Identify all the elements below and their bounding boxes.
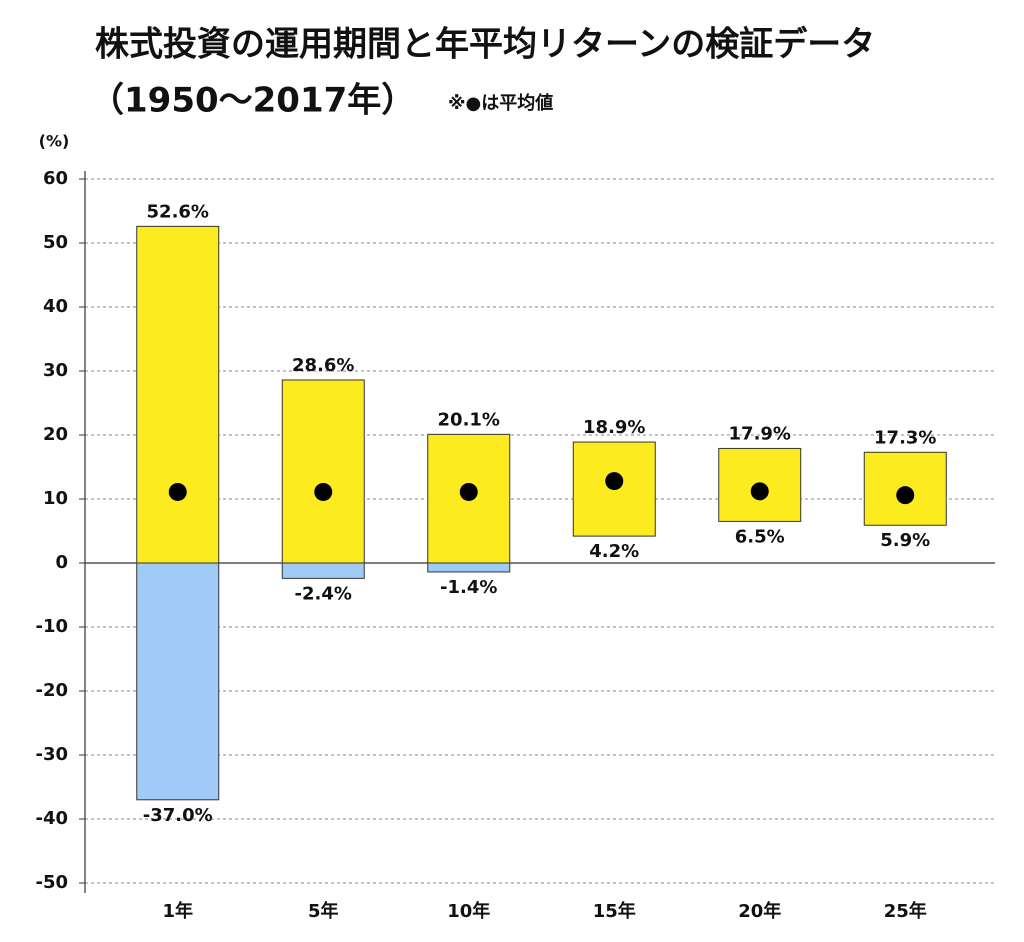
- y-tick-label: 0: [55, 552, 68, 573]
- low-label: -1.4%: [440, 577, 497, 598]
- x-tick-label: 1年: [162, 900, 193, 922]
- y-axis-label: (%): [39, 132, 70, 151]
- x-tick-label: 15年: [593, 900, 636, 922]
- chart-subtitle: （1950〜2017年）: [90, 81, 415, 121]
- y-tick-label: -40: [35, 808, 68, 829]
- average-dot: [459, 482, 478, 501]
- low-label: 5.9%: [880, 530, 930, 551]
- bar-positive: [136, 225, 220, 564]
- x-tick-label: 25年: [884, 900, 927, 922]
- y-tick-label: -10: [35, 616, 68, 637]
- y-tick-label: 40: [43, 296, 68, 317]
- bar-positive: [281, 379, 365, 564]
- y-tick-label: 20: [43, 424, 68, 445]
- average-dot: [750, 482, 769, 501]
- y-tick-label: 60: [43, 168, 68, 189]
- low-label: 4.2%: [589, 541, 639, 562]
- chart-title: 株式投資の運用期間と年平均リターンの検証データ: [95, 25, 875, 65]
- y-tick-label: 30: [43, 360, 68, 381]
- bar-negative: [281, 562, 365, 579]
- y-tick-label: -30: [35, 744, 68, 765]
- low-label: -2.4%: [295, 583, 352, 604]
- x-tick-label: 5年: [308, 900, 339, 922]
- note: ※●は平均値: [448, 92, 553, 114]
- high-label: 17.9%: [729, 423, 791, 444]
- y-tick-label: -20: [35, 680, 68, 701]
- high-label: 17.3%: [874, 427, 936, 448]
- y-tick-label: 10: [43, 488, 68, 509]
- low-label: -37.0%: [143, 805, 213, 826]
- low-label: 6.5%: [735, 526, 785, 547]
- bar-negative: [136, 562, 220, 801]
- x-tick-label: 20年: [738, 900, 781, 922]
- y-tick-label: -50: [35, 872, 68, 893]
- average-dot: [314, 482, 333, 501]
- bar-negative: [427, 562, 511, 573]
- average-dot: [168, 482, 187, 501]
- high-label: 20.1%: [438, 409, 500, 430]
- high-label: 28.6%: [292, 355, 354, 376]
- high-label: 18.9%: [583, 417, 645, 438]
- average-dot: [896, 486, 915, 505]
- y-tick-label: 50: [43, 232, 68, 253]
- high-label: 52.6%: [147, 201, 209, 222]
- average-dot: [605, 472, 624, 491]
- x-tick-label: 10年: [447, 900, 490, 922]
